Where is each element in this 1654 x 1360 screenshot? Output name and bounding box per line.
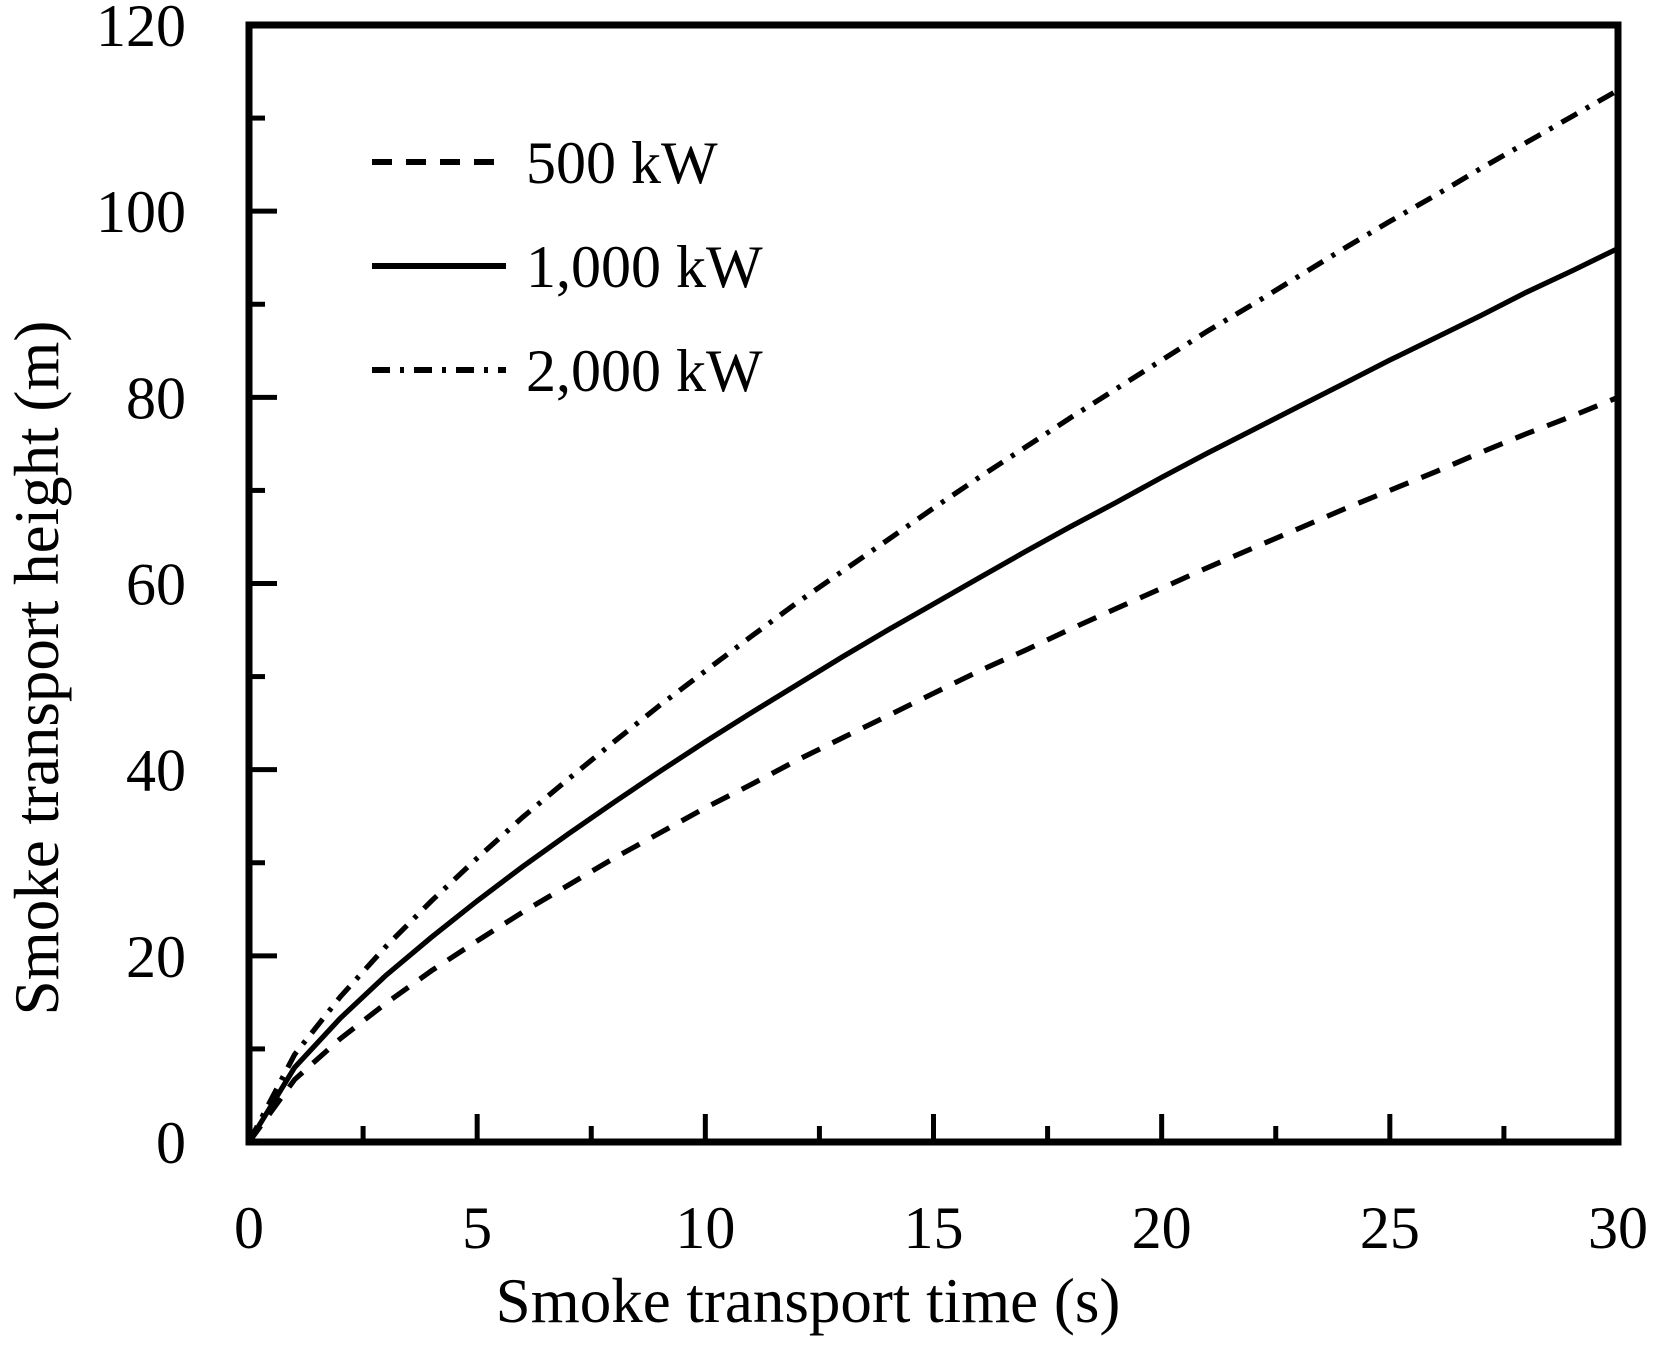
y-tick-label: 120 xyxy=(96,0,186,59)
legend-label: 500 kW xyxy=(526,130,718,196)
plot-frame xyxy=(245,21,1622,1146)
legend: 500 kW 1,000 kW 2,000 kW xyxy=(372,130,763,404)
curve-2-000-kw xyxy=(246,87,1620,1144)
x-tick-label: 0 xyxy=(234,1195,264,1261)
plot-area xyxy=(246,87,1620,1144)
y-tick-label: 0 xyxy=(156,1110,186,1176)
legend-item: 2,000 kW xyxy=(372,338,763,404)
y-axis-title: Smoke transport height (m) xyxy=(2,321,72,1016)
y-tick-label: 20 xyxy=(126,924,186,990)
x-tick-label: 10 xyxy=(675,1195,735,1261)
legend-item: 500 kW xyxy=(372,130,718,196)
legend-item: 1,000 kW xyxy=(372,234,763,300)
x-axis-title: Smoke transport time (s) xyxy=(496,1266,1121,1336)
x-tick-label: 5 xyxy=(462,1195,492,1261)
y-tick-label: 100 xyxy=(96,179,186,245)
axes: 0 5 10 15 20 25 30 0 20 40 60 80 100 120 xyxy=(96,0,1648,1261)
x-tick-label: 30 xyxy=(1588,1195,1648,1261)
y-tick-label: 60 xyxy=(126,552,186,618)
legend-label: 1,000 kW xyxy=(526,234,763,300)
x-tick-label: 15 xyxy=(904,1195,964,1261)
curve-1-000-kw xyxy=(246,246,1620,1144)
x-tick-label: 20 xyxy=(1132,1195,1192,1261)
curve-500-kw xyxy=(246,394,1619,1144)
x-tick-label: 25 xyxy=(1360,1195,1420,1261)
y-tick-label: 40 xyxy=(126,738,186,804)
legend-label: 2,000 kW xyxy=(526,338,763,404)
y-tick-label: 80 xyxy=(126,365,186,431)
